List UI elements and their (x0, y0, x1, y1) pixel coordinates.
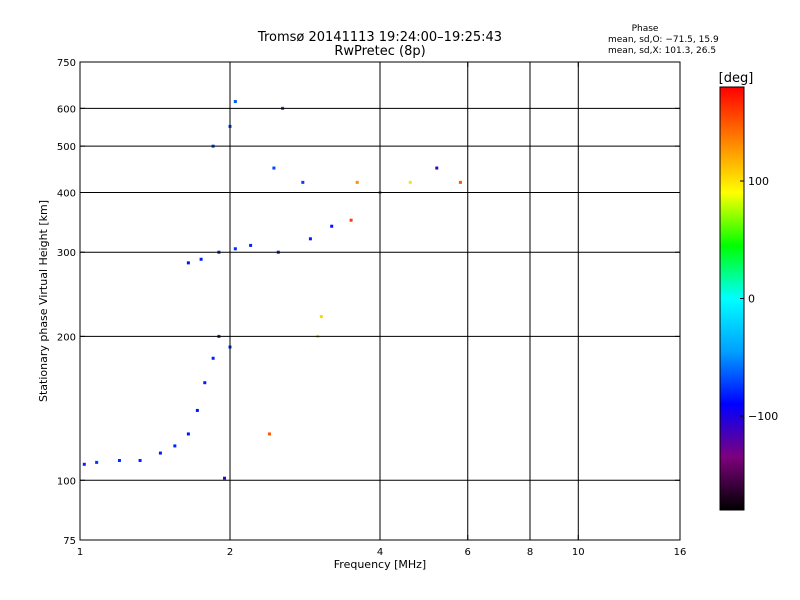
y-tick-label-1: 100 (57, 476, 76, 487)
colorbar-ticks: 100 0 −100 (740, 175, 778, 423)
x-tick-label-3: 6 (465, 547, 471, 558)
data-point-0-26 (223, 476, 227, 480)
colorbar-tick-label-2: −100 (748, 410, 778, 423)
data-point-0-22 (233, 100, 237, 104)
x-axis-label: Frequency [MHz] (334, 558, 426, 571)
y-tick-label-7: 750 (57, 58, 76, 69)
data-point-0-2 (117, 458, 121, 462)
y-tick-label-6: 600 (57, 104, 76, 115)
y-tick-label-2: 200 (57, 332, 76, 343)
colorbar-tick-label-0: 100 (748, 175, 769, 188)
data-point-0-0 (82, 462, 86, 466)
data-point-0-4 (158, 451, 162, 455)
x-tick-label-4: 8 (527, 547, 533, 558)
chart-title: Tromsø 20141113 19:24:00–19:25:43 (257, 30, 502, 45)
y-tick-label-0: 75 (63, 536, 76, 547)
data-point-0-19 (330, 224, 334, 228)
chart-subtitle: RwPretec (8p) (334, 44, 425, 59)
data-point-0-6 (186, 432, 190, 436)
x-tick-label-0: 1 (77, 547, 83, 558)
data-point-0-15 (233, 247, 237, 251)
phase-info-heading: Phase (632, 24, 659, 34)
data-point-0-29 (267, 432, 271, 436)
data-point-0-7 (195, 408, 199, 412)
x-axis-ticks: 1 2 4 6 8 10 16 (77, 62, 687, 558)
data-point-0-8 (203, 381, 207, 385)
y-tick-label-4: 400 (57, 188, 76, 199)
y-tick-label-5: 500 (57, 142, 76, 153)
data-point-0-34 (435, 166, 439, 170)
x-tick-label-5: 10 (572, 547, 585, 558)
data-point-0-5 (173, 444, 177, 448)
grid-lines (80, 62, 680, 540)
data-point-0-30 (349, 218, 353, 222)
phase-info-o: mean, sd,O: −71.5, 15.9 (608, 35, 719, 45)
data-point-0-33 (408, 180, 412, 184)
data-point-0-16 (249, 243, 253, 247)
y-axis-ticks: 75 100 200 300 400 500 600 750 (57, 58, 680, 547)
data-point-0-12 (186, 261, 190, 265)
colorbar-tick-label-1: 0 (748, 293, 755, 306)
phase-info-x: mean, sd,X: 101.3, 26.5 (608, 46, 716, 56)
x-tick-label-2: 4 (377, 547, 383, 558)
data-point-0-23 (272, 166, 276, 170)
x-tick-label-1: 2 (227, 547, 233, 558)
data-point-0-3 (138, 458, 142, 462)
colorbar-label: [deg] (719, 71, 754, 86)
data-point-0-35 (458, 180, 462, 184)
data-point-0-25 (301, 180, 305, 184)
data-point-0-31 (355, 180, 359, 184)
y-axis-label: Stationary phase Virtual Height [km] (37, 200, 50, 402)
data-point-0-1 (95, 460, 99, 464)
data-point-0-13 (199, 257, 203, 261)
data-point-0-18 (308, 237, 312, 241)
data-point-0-9 (211, 356, 215, 360)
y-tick-label-3: 300 (57, 248, 76, 259)
x-tick-label-6: 16 (674, 547, 687, 558)
data-point-0-28 (319, 315, 323, 319)
